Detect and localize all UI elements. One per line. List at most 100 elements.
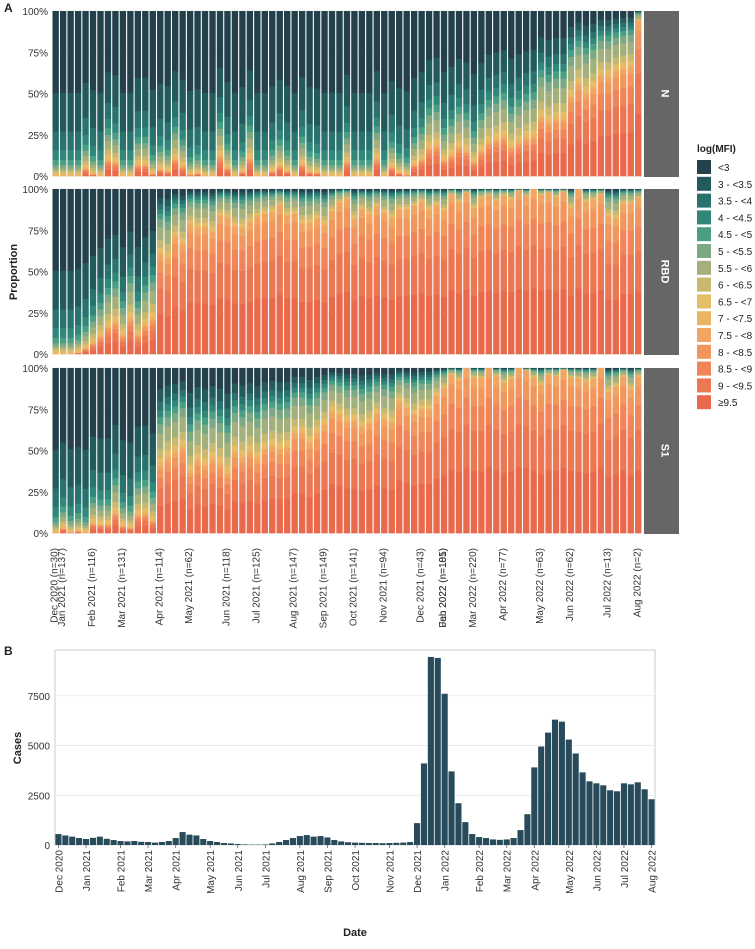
stacked-bar-segment bbox=[217, 97, 223, 113]
stacked-bar-segment bbox=[366, 197, 372, 201]
stacked-bar-segment bbox=[433, 189, 439, 190]
stacked-bar-segment bbox=[172, 437, 178, 446]
stacked-bar-segment bbox=[179, 476, 185, 499]
stacked-bar-segment bbox=[486, 91, 492, 100]
stacked-bar-segment bbox=[553, 430, 559, 471]
stacked-bar-segment bbox=[351, 408, 357, 415]
stacked-bar-segment bbox=[411, 376, 417, 379]
stacked-bar-segment bbox=[209, 211, 215, 221]
stacked-bar-segment bbox=[194, 167, 200, 170]
stacked-bar-segment bbox=[262, 239, 268, 262]
stacked-bar-segment bbox=[277, 214, 283, 232]
stacked-bar-segment bbox=[179, 408, 185, 417]
stacked-bar-segment bbox=[291, 451, 297, 467]
stacked-bar-segment bbox=[82, 450, 88, 489]
x-tick-label: Feb 2022 bbox=[475, 850, 486, 893]
stacked-bar-segment bbox=[329, 208, 335, 210]
stacked-bar-segment bbox=[135, 342, 141, 347]
stacked-bar-segment bbox=[418, 432, 424, 452]
stacked-bar-segment bbox=[404, 371, 410, 374]
stacked-bar-segment bbox=[359, 193, 365, 195]
stacked-bar-segment bbox=[269, 209, 275, 211]
stacked-bar-segment bbox=[299, 247, 305, 268]
stacked-bar-segment bbox=[389, 159, 395, 163]
stacked-bar-segment bbox=[105, 510, 111, 516]
stacked-bar-segment bbox=[165, 484, 171, 504]
stacked-bar-segment bbox=[179, 282, 185, 311]
stacked-bar-segment bbox=[493, 103, 499, 112]
stacked-bar-segment bbox=[516, 289, 522, 355]
stacked-bar-segment bbox=[456, 106, 462, 113]
stacked-bar-segment bbox=[411, 160, 417, 163]
stacked-bar-segment bbox=[396, 169, 402, 171]
stacked-bar-segment bbox=[284, 499, 290, 533]
stacked-bar-segment bbox=[247, 406, 253, 413]
stacked-bar-segment bbox=[172, 445, 178, 450]
stacked-bar-segment bbox=[456, 11, 462, 59]
stacked-bar-segment bbox=[75, 522, 81, 525]
x-tick-label: Apr 2021 bbox=[172, 850, 183, 891]
stacked-bar-segment bbox=[291, 211, 297, 213]
stacked-bar-segment bbox=[306, 247, 312, 268]
stacked-bar-segment bbox=[530, 245, 536, 288]
stacked-bar-segment bbox=[396, 374, 402, 377]
stacked-bar-segment bbox=[142, 11, 148, 78]
stacked-bar-segment bbox=[374, 139, 380, 148]
stacked-bar-segment bbox=[90, 345, 96, 347]
stacked-bar-segment bbox=[486, 143, 492, 145]
stacked-bar-segment bbox=[247, 393, 253, 400]
stacked-bar-segment bbox=[396, 425, 402, 446]
stacked-bar-segment bbox=[620, 23, 626, 27]
stacked-bar-segment bbox=[179, 251, 185, 264]
stacked-bar-segment bbox=[628, 203, 634, 212]
stacked-bar-segment bbox=[75, 527, 81, 529]
stacked-bar-segment bbox=[157, 204, 163, 209]
stacked-bar-segment bbox=[142, 78, 148, 111]
stacked-bar-segment bbox=[344, 441, 350, 459]
stacked-bar-segment bbox=[284, 445, 290, 448]
stacked-bar-segment bbox=[456, 149, 462, 153]
stacked-bar-segment bbox=[232, 406, 238, 413]
stacked-bar-segment bbox=[120, 368, 126, 440]
stacked-bar-segment bbox=[583, 94, 589, 99]
cases-bar bbox=[393, 843, 399, 845]
stacked-bar-segment bbox=[90, 470, 96, 487]
stacked-bar-segment bbox=[53, 351, 59, 353]
stacked-bar-segment bbox=[605, 417, 611, 440]
stacked-bar-segment bbox=[628, 195, 634, 199]
stacked-bar-segment bbox=[179, 130, 185, 140]
stacked-bar-segment bbox=[336, 382, 342, 386]
stacked-bar-segment bbox=[127, 531, 133, 533]
stacked-bar-segment bbox=[232, 467, 238, 480]
stacked-bar-segment bbox=[172, 204, 178, 209]
stacked-bar-segment bbox=[172, 160, 178, 162]
stacked-bar-segment bbox=[590, 11, 596, 24]
stacked-bar-segment bbox=[150, 331, 156, 340]
stacked-bar-segment bbox=[478, 138, 484, 145]
stacked-bar-segment bbox=[501, 410, 507, 434]
stacked-bar-segment bbox=[463, 193, 469, 203]
stacked-bar-segment bbox=[463, 160, 469, 167]
stacked-bar-segment bbox=[67, 487, 73, 506]
stacked-bar-segment bbox=[179, 452, 185, 463]
stacked-bar-segment bbox=[127, 340, 133, 354]
stacked-bar-segment bbox=[448, 384, 454, 403]
stacked-bar-segment bbox=[441, 102, 447, 118]
stacked-bar-segment bbox=[486, 100, 492, 108]
stacked-bar-segment bbox=[433, 194, 439, 197]
stacked-bar-segment bbox=[97, 11, 103, 93]
stacked-bar-segment bbox=[75, 189, 81, 269]
stacked-bar-segment bbox=[613, 300, 619, 355]
stacked-bar-segment bbox=[179, 204, 185, 208]
stacked-bar-segment bbox=[516, 77, 522, 91]
stacked-bar-segment bbox=[247, 132, 253, 139]
stacked-bar-segment bbox=[82, 336, 88, 341]
stacked-bar-segment bbox=[97, 337, 103, 339]
stacked-bar-segment bbox=[194, 474, 200, 486]
stacked-bar-segment bbox=[598, 20, 604, 26]
y-tick-label: 0% bbox=[34, 350, 49, 361]
stacked-bar-segment bbox=[381, 93, 387, 132]
stacked-bar-segment bbox=[605, 195, 611, 198]
stacked-bar-segment bbox=[389, 153, 395, 159]
stacked-bar-segment bbox=[560, 370, 566, 380]
